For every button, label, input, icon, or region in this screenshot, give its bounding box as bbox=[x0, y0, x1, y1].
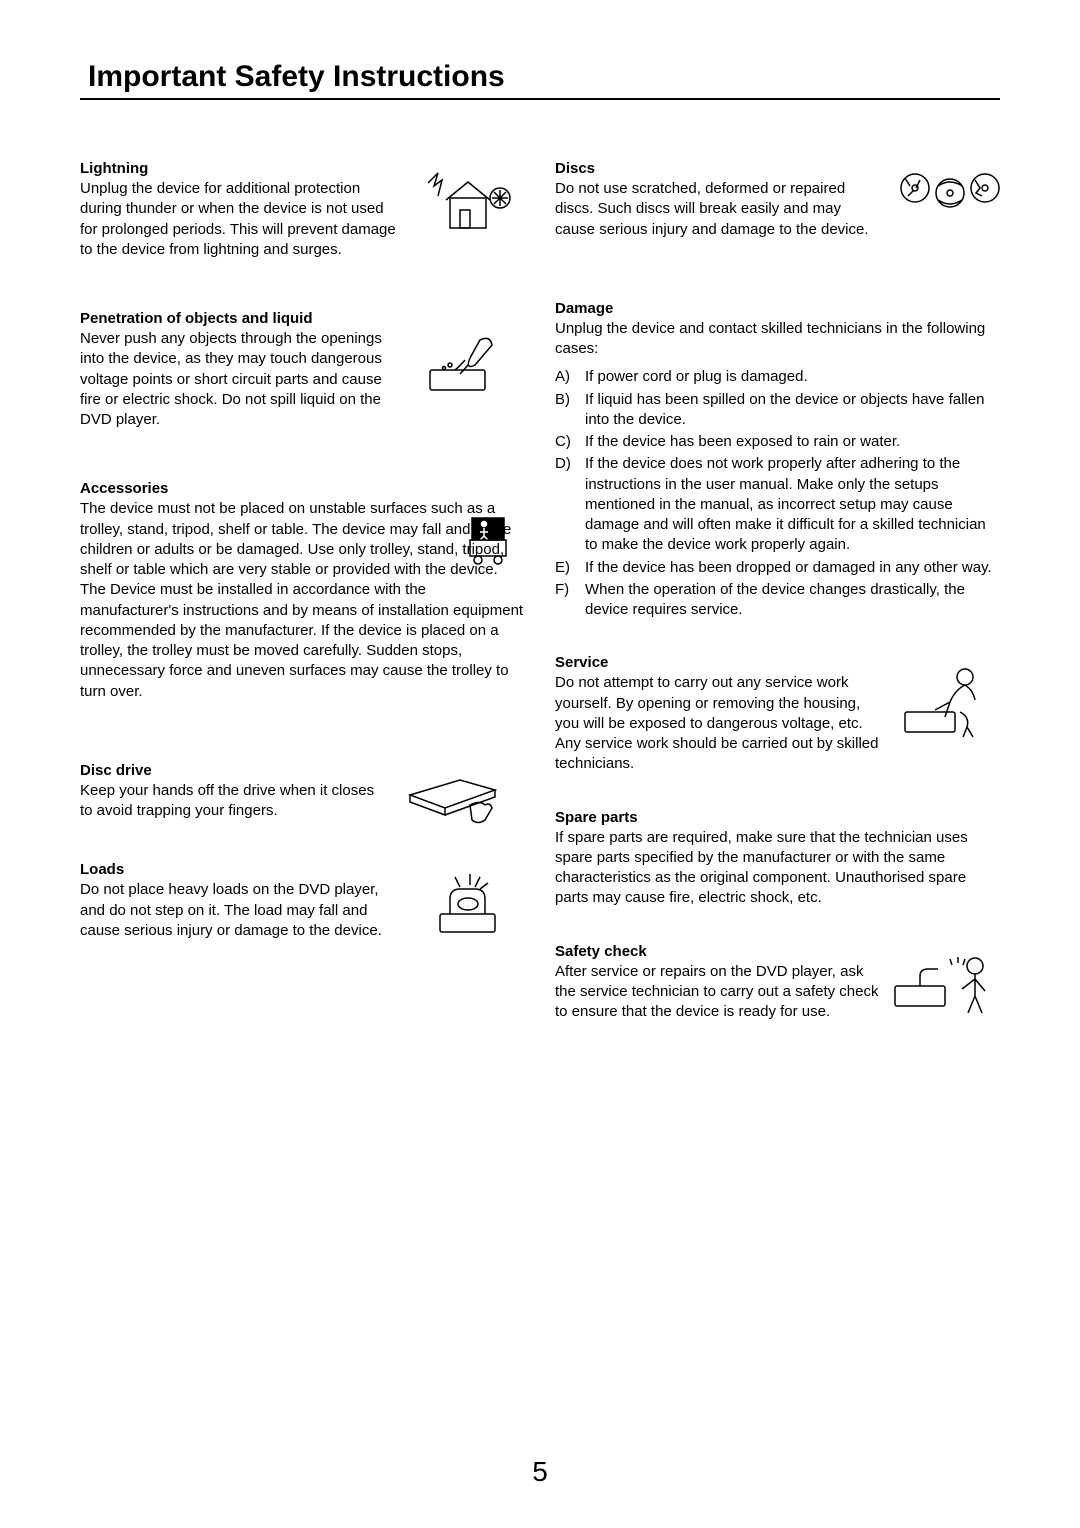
service-person-icon bbox=[890, 662, 1000, 742]
section-service: Service Do not attempt to carry out any … bbox=[555, 654, 1000, 774]
section-lightning: Lightning Unplug the device for addition… bbox=[80, 160, 525, 260]
section-penetration: Penetration of objects and liquid Never … bbox=[80, 310, 525, 430]
heading-penetration: Penetration of objects and liquid bbox=[80, 310, 525, 327]
damage-marker: C) bbox=[555, 432, 577, 452]
heading-spareparts: Spare parts bbox=[555, 809, 1000, 826]
damage-item: E) If the device has been dropped or dama… bbox=[555, 558, 1000, 578]
section-safetycheck: Safety check After service or repairs on… bbox=[555, 943, 1000, 1023]
damage-text: If the device has been dropped or damage… bbox=[585, 558, 992, 578]
body-spareparts: If spare parts are required, make sure t… bbox=[555, 828, 1000, 909]
section-discdrive: Disc drive Keep your hands off the drive… bbox=[80, 762, 525, 822]
damage-marker: A) bbox=[555, 367, 577, 387]
section-accessories: Accessories The device must not be place… bbox=[80, 480, 525, 702]
heading-damage: Damage bbox=[555, 300, 1000, 317]
heading-accessories: Accessories bbox=[80, 480, 525, 497]
damage-text: If power cord or plug is damaged. bbox=[585, 367, 808, 387]
section-damage: Damage Unplug the device and contact ski… bbox=[555, 300, 1000, 621]
damage-marker: E) bbox=[555, 558, 577, 578]
two-column-layout: Lightning Unplug the device for addition… bbox=[80, 160, 1000, 1056]
section-spareparts: Spare parts If spare parts are required,… bbox=[555, 809, 1000, 909]
safety-check-icon bbox=[890, 951, 1000, 1021]
left-column: Lightning Unplug the device for addition… bbox=[80, 160, 525, 1056]
damage-text: If liquid has been spilled on the device… bbox=[585, 390, 1000, 431]
damage-item: C) If the device has been exposed to rain… bbox=[555, 432, 1000, 452]
page-number: 5 bbox=[0, 1456, 1080, 1488]
trolley-warning-icon bbox=[455, 510, 525, 570]
heavy-load-icon bbox=[415, 869, 525, 939]
intro-damage: Unplug the device and contact skilled te… bbox=[555, 319, 1000, 360]
lightning-house-icon bbox=[415, 168, 525, 238]
damage-marker: B) bbox=[555, 390, 577, 431]
disc-drive-hand-icon bbox=[395, 770, 525, 830]
page-title: Important Safety Instructions bbox=[80, 60, 1000, 100]
damage-item: B)If liquid has been spilled on the devi… bbox=[555, 390, 1000, 431]
spill-liquid-icon bbox=[415, 330, 525, 400]
damage-marker: F) bbox=[555, 580, 577, 621]
damage-text: If the device has been exposed to rain o… bbox=[585, 432, 900, 452]
right-column: Discs Do not use scratched, deformed or … bbox=[555, 160, 1000, 1056]
damage-text: If the device does not work properly aft… bbox=[585, 454, 1000, 555]
damage-marker: D) bbox=[555, 454, 577, 555]
section-loads: Loads Do not place heavy loads on the DV… bbox=[80, 861, 525, 941]
damage-item: A) If power cord or plug is damaged. bbox=[555, 367, 1000, 387]
broken-disc-icon bbox=[890, 168, 1000, 228]
section-discs: Discs Do not use scratched, deformed or … bbox=[555, 160, 1000, 240]
damage-text: When the operation of the device changes… bbox=[585, 580, 1000, 621]
damage-item: F)When the operation of the device chang… bbox=[555, 580, 1000, 621]
damage-item: D)If the device does not work properly a… bbox=[555, 454, 1000, 555]
damage-list: A)If power cord or plug is damaged. B)If… bbox=[555, 367, 1000, 620]
